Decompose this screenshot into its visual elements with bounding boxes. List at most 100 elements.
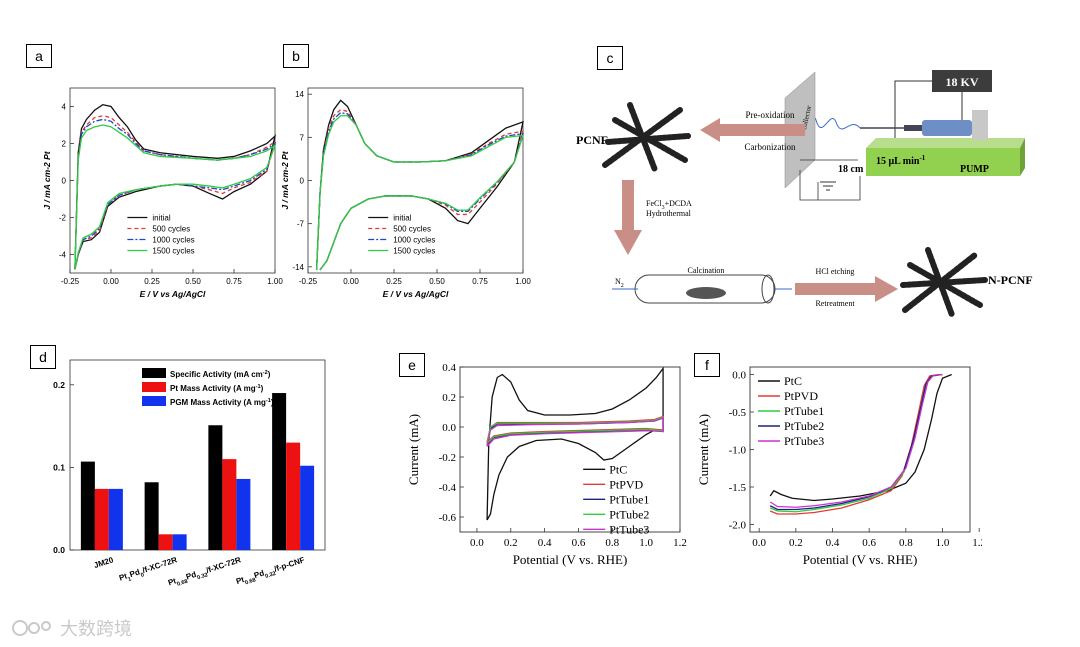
label-part: Pd xyxy=(129,567,142,579)
y-tick-label: 2 xyxy=(62,140,67,149)
pcnf-label: PCNF xyxy=(576,133,608,147)
bar-chart-d: 0.00.10.2JM20Pt1Pd0/f-XC-72RPt0.68Pd0.32… xyxy=(53,359,326,589)
label-part: 1 xyxy=(127,576,132,583)
series-line-1 xyxy=(486,415,664,443)
syringe-holder xyxy=(972,110,988,140)
x-tick-label: 0.25 xyxy=(386,277,402,286)
legend-label: Pt Mass Activity (A mg-1) xyxy=(170,384,264,393)
npcnf-fibers xyxy=(900,247,988,318)
x-tick-label: 0.8 xyxy=(605,537,619,549)
legend-label: PtTube3 xyxy=(784,434,824,448)
y-tick-label: -0.4 xyxy=(439,482,457,494)
y-tick-label: 7 xyxy=(300,133,305,142)
category-label: JM20 xyxy=(93,555,115,570)
y-tick-label: 0.4 xyxy=(442,362,456,374)
legend-label: 500 cycles xyxy=(393,225,431,234)
series-line-1 xyxy=(769,373,939,515)
legend-label: 1000 cycles xyxy=(152,236,194,245)
legend-label: PtTube2 xyxy=(609,507,649,521)
x-axis-label: Potential (V vs. RHE) xyxy=(513,552,628,567)
y-axis-label: J / mA cm-2 Pt xyxy=(282,150,290,209)
bar-0-1 xyxy=(144,482,159,550)
label-part: /f-p-CNF xyxy=(273,555,306,573)
x-tick-label: 0.4 xyxy=(538,537,552,549)
legend-label: initial xyxy=(152,214,170,223)
y-tick-label: 0.0 xyxy=(53,545,65,555)
label-part: 0.68 xyxy=(176,579,188,588)
y-tick-label: -14 xyxy=(292,263,304,272)
ground-wire xyxy=(799,170,861,201)
plot-frame xyxy=(459,366,681,533)
label-part: ) xyxy=(268,370,271,379)
panel-label-a: a xyxy=(26,44,52,68)
legend-label: 1000 cycles xyxy=(393,236,435,245)
label-part: Pt xyxy=(235,575,246,586)
y-tick-label: -2 xyxy=(59,214,67,223)
plot-frame xyxy=(69,359,326,551)
fecl3-dcda-label: FeCl3+DCDA xyxy=(646,199,692,211)
voltage-label: 18 KV xyxy=(946,75,979,89)
label-part: JM20 xyxy=(93,555,115,570)
legend-swatch xyxy=(142,382,166,392)
label-part: Pd xyxy=(185,570,198,582)
y-axis-label: Current (mA) xyxy=(406,414,421,485)
label-part: -1 xyxy=(266,398,271,404)
flow-rate: 15 μL min-1 xyxy=(876,154,926,167)
watermark-logo-icon xyxy=(12,620,51,636)
y-tick-label: 0.2 xyxy=(53,380,65,390)
bar-1-0 xyxy=(94,488,109,550)
y-tick-label: 0 xyxy=(300,177,305,186)
legend-label: PtC xyxy=(609,462,627,476)
hcl-etching-label: HCl etching xyxy=(816,267,855,276)
legend-label: PtPVD xyxy=(609,477,643,491)
x-tick-label: 0.2 xyxy=(504,537,518,549)
x-tick-label: -0.25 xyxy=(61,277,80,286)
y-tick-label: -0.6 xyxy=(439,512,457,524)
legend-swatch xyxy=(142,368,166,378)
series-line-3 xyxy=(315,115,524,271)
category-label: Pt0.68Pd0.32/f-p-CNF xyxy=(235,555,307,589)
x-axis-label: Potential (V vs. RHE) xyxy=(803,552,918,567)
bar-2-3 xyxy=(300,465,315,550)
label-part: -2 xyxy=(263,370,268,376)
bar-1-2 xyxy=(222,459,237,550)
syringe-body xyxy=(922,120,972,136)
retreatment-label: Retreatment xyxy=(815,299,855,308)
label-part: 0.32 xyxy=(196,572,208,581)
y-axis-label: Current (mA) xyxy=(696,414,711,485)
cv-chart-a: -0.25 0.00 0.25 0.50 0.75 1.00 -4 -2 0 2 4 E / V vs… xyxy=(42,87,283,299)
x-tick-label: 0.8 xyxy=(899,537,913,549)
panel-label-c: c xyxy=(597,46,623,70)
label-part: -1 xyxy=(256,384,261,390)
bar-2-2 xyxy=(236,478,251,550)
syringe-tip xyxy=(904,125,922,131)
y-tick-label: 0.1 xyxy=(53,462,65,472)
label-part: Pt xyxy=(167,576,178,587)
label-part: 0 xyxy=(140,572,145,579)
pump-label: PUMP xyxy=(960,164,989,175)
x-tick-label: 0.25 xyxy=(144,277,160,286)
gas-label: N2 xyxy=(615,277,624,289)
distance-label: 18 cm xyxy=(838,164,864,175)
x-tick-label: 0.6 xyxy=(862,537,876,549)
hydrothermal-label: Hydrothermal xyxy=(646,209,692,218)
watermark-text: 大数跨境 xyxy=(60,619,132,640)
y-tick-label: 0.0 xyxy=(732,370,746,382)
cv-chart-e: 0.0 0.2 0.4 0.6 0.8 1.0 1.2 0.4 0.2 0.0 -0.2 -0.4 -0… xyxy=(406,362,687,567)
label-part: Pt Mass Activity (A mg xyxy=(170,384,256,393)
label-part: Pt xyxy=(118,571,129,582)
x-tick-label: 0.00 xyxy=(103,277,119,286)
series-line-0 xyxy=(769,373,952,502)
pre-oxidation-label: Pre-oxidation xyxy=(746,110,795,120)
bar-1-1 xyxy=(158,534,173,550)
legend-label: PtPVD xyxy=(784,389,818,403)
voltage-box xyxy=(932,70,992,92)
sample-powder xyxy=(686,287,726,299)
y-tick-label: 0.2 xyxy=(442,392,456,404)
y-tick-label: 4 xyxy=(62,103,67,112)
pump-base xyxy=(866,148,1020,176)
label-part: 0.32 xyxy=(264,571,276,580)
bar-2-1 xyxy=(172,534,187,550)
watermark: 大数跨境 xyxy=(10,615,132,641)
y-tick-label: 0.0 xyxy=(442,422,456,434)
